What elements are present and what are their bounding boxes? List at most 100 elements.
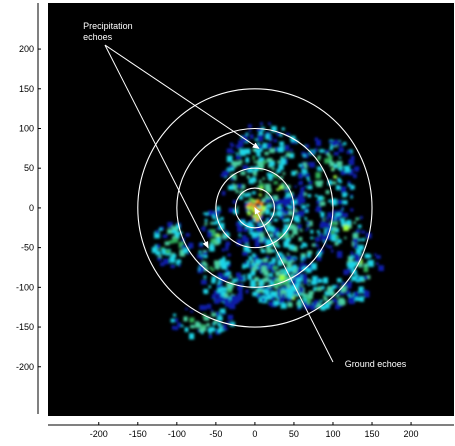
echo-cell <box>277 276 281 281</box>
echo-cell <box>255 261 260 266</box>
echo-cell <box>295 170 298 174</box>
echo-cell <box>317 166 322 171</box>
echo-cell <box>213 239 218 243</box>
echo-cell <box>258 262 264 267</box>
echo-cell <box>286 152 291 157</box>
y-tick-label: 0 <box>29 203 34 213</box>
ground-echo-cell <box>251 199 256 203</box>
echo-cell <box>185 307 188 311</box>
echo-cell <box>251 236 256 241</box>
echo-cell <box>346 219 352 226</box>
echo-cell <box>188 242 194 249</box>
echo-cell <box>260 247 263 251</box>
echo-cell <box>274 285 279 289</box>
echo-cell <box>338 147 344 153</box>
ground-echo-cell <box>256 199 260 203</box>
echo-cell <box>320 221 326 228</box>
echo-cell <box>170 264 176 269</box>
echo-cell <box>155 229 159 234</box>
echo-cell <box>181 324 184 328</box>
echo-cell <box>307 250 313 255</box>
echo-cell <box>240 184 246 190</box>
echo-cell <box>347 281 352 286</box>
ground-echo-cell <box>252 204 257 208</box>
echo-cell <box>295 197 302 205</box>
echo-cell <box>177 322 182 328</box>
echo-cell <box>259 232 265 239</box>
echo-cell <box>353 291 359 298</box>
echo-cell <box>211 279 216 284</box>
echo-cell <box>226 260 230 265</box>
echo-cell <box>246 243 249 245</box>
echo-cell <box>268 122 271 126</box>
echo-cell <box>211 297 214 299</box>
echo-cell <box>299 293 302 296</box>
echo-cell <box>280 289 287 298</box>
echo-cell <box>277 294 281 298</box>
echo-cell <box>205 212 209 216</box>
echo-cell <box>343 224 349 231</box>
echo-cell <box>216 233 221 238</box>
echo-cell <box>301 204 306 209</box>
echo-cell <box>230 295 237 302</box>
echo-cell <box>347 293 352 297</box>
echo-cell <box>257 134 264 142</box>
echo-cell <box>211 276 217 282</box>
echo-cell <box>159 228 163 231</box>
echo-cell <box>189 317 195 323</box>
echo-cell <box>199 265 205 272</box>
echo-cell <box>284 256 290 261</box>
echo-cell <box>285 218 291 222</box>
echo-cell <box>204 222 208 226</box>
echo-cell <box>332 226 338 231</box>
echo-cell <box>332 181 337 185</box>
echo-cell <box>273 238 277 241</box>
echo-cell <box>334 241 339 246</box>
echo-cell <box>253 166 259 172</box>
echo-cell <box>209 245 215 252</box>
echo-cell <box>202 226 206 230</box>
echo-cell <box>361 230 366 234</box>
echo-cell <box>209 243 212 246</box>
echo-cell <box>335 235 339 240</box>
echo-cell <box>199 305 205 311</box>
echo-cell <box>258 264 262 268</box>
echo-cell <box>312 279 317 285</box>
echo-cell <box>162 234 168 239</box>
echo-cell <box>270 212 276 217</box>
echo-cell <box>335 303 340 310</box>
echo-cell <box>296 301 302 306</box>
echo-cell <box>307 294 313 299</box>
echo-cell <box>328 222 333 226</box>
echo-cell <box>196 254 201 259</box>
echo-cell <box>348 168 354 176</box>
echo-cell <box>265 208 270 215</box>
echo-cell <box>318 288 322 292</box>
echo-cell <box>257 283 260 285</box>
echo-cell <box>298 286 301 289</box>
echo-cell <box>225 244 229 248</box>
echo-cell <box>227 314 234 321</box>
echo-cell <box>306 298 312 303</box>
echo-cell <box>285 193 290 198</box>
echo-cell <box>277 199 284 205</box>
echo-cell <box>222 326 226 330</box>
echo-cell <box>232 183 235 186</box>
echo-cell <box>252 291 258 297</box>
echo-cell <box>300 293 304 296</box>
echo-cell <box>336 215 342 221</box>
echo-cell <box>172 254 177 258</box>
echo-cell <box>363 263 368 267</box>
echo-cell <box>248 249 252 253</box>
echo-cell <box>326 218 330 222</box>
echo-cell <box>263 294 270 300</box>
echo-cell <box>343 192 348 196</box>
echo-cell <box>349 296 355 305</box>
echo-cell <box>236 272 242 278</box>
echo-cell <box>230 167 235 171</box>
echo-cell <box>253 254 258 259</box>
echo-cell <box>289 153 295 159</box>
echo-cell <box>256 151 261 157</box>
echo-cell <box>283 196 288 202</box>
